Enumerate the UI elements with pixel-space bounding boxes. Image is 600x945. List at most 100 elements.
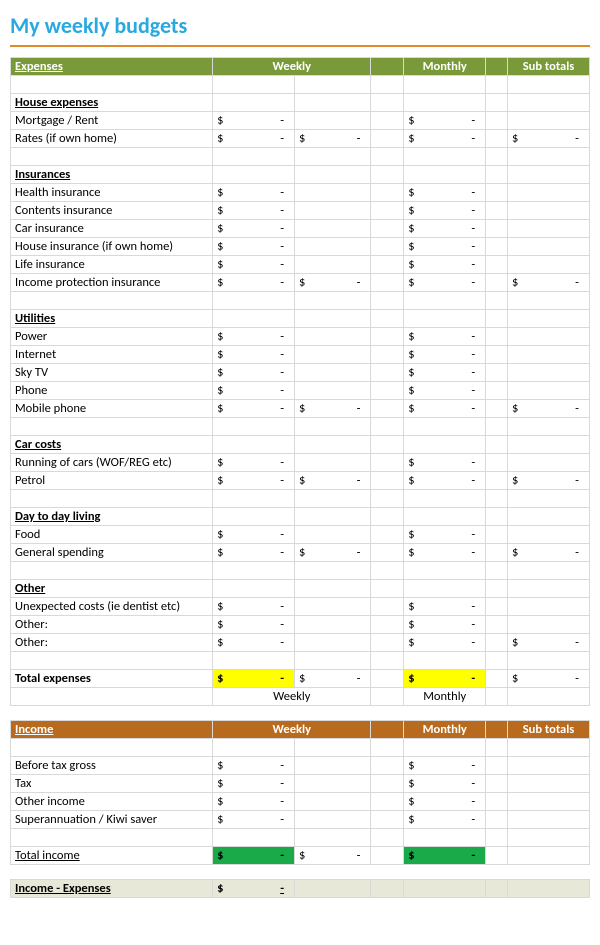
money-cell[interactable]: $- [404,544,486,562]
money-cell[interactable]: $- [404,274,486,292]
expenses-table: ExpensesWeeklyMonthlySub totalsHouse exp… [10,57,590,706]
money-cell[interactable]: $- [213,328,295,346]
money-cell[interactable]: $- [213,130,295,148]
money-cell[interactable]: $- [404,400,486,418]
money-cell[interactable]: $- [213,811,295,829]
money-cell[interactable]: $- [404,130,486,148]
section-header: Income [11,721,213,739]
row-label[interactable]: Petrol [11,472,213,490]
money-cell[interactable]: $- [213,544,295,562]
page-title: My weekly budgets [10,12,590,39]
money-cell[interactable]: $- [213,274,295,292]
money-cell[interactable]: $- [508,670,590,688]
row-label[interactable]: Car insurance [11,220,213,238]
category-header: Other [11,580,213,598]
money-cell[interactable]: $- [404,256,486,274]
money-cell[interactable]: $- [404,793,486,811]
money-cell[interactable]: $- [213,382,295,400]
row-label[interactable]: Power [11,328,213,346]
row-label[interactable]: Superannuation / Kiwi saver [11,811,213,829]
money-cell[interactable]: $- [213,616,295,634]
money-cell[interactable]: $- [508,544,590,562]
money-cell[interactable]: $- [404,634,486,652]
row-label[interactable]: Life insurance [11,256,213,274]
row-label[interactable]: Mobile phone [11,400,213,418]
row-label[interactable]: Food [11,526,213,544]
row-label[interactable]: General spending [11,544,213,562]
row-label[interactable]: Mortgage / Rent [11,112,213,130]
row-label[interactable]: Other: [11,616,213,634]
money-cell[interactable]: $- [213,526,295,544]
row-label[interactable]: Sky TV [11,364,213,382]
money-cell[interactable]: $- [508,274,590,292]
money-cell[interactable]: $- [295,847,371,865]
money-cell[interactable]: $- [508,634,590,652]
money-cell[interactable]: $- [404,382,486,400]
money-cell[interactable]: $- [404,184,486,202]
section-header: Expenses [11,58,213,76]
category-header: Day to day living [11,508,213,526]
money-cell[interactable]: $- [213,598,295,616]
money-cell[interactable]: $- [404,757,486,775]
money-cell[interactable]: $- [508,130,590,148]
row-label[interactable]: Income protection insurance [11,274,213,292]
money-cell[interactable]: $- [295,544,371,562]
money-cell[interactable]: $- [404,202,486,220]
money-cell[interactable]: $- [213,202,295,220]
money-cell[interactable]: $- [295,472,371,490]
money-cell[interactable]: $- [213,400,295,418]
income-table: IncomeWeeklyMonthlySub totalsBefore tax … [10,720,590,865]
row-label[interactable]: Health insurance [11,184,213,202]
money-cell[interactable]: $- [508,400,590,418]
row-label[interactable]: Before tax gross [11,757,213,775]
money-cell[interactable]: $- [213,238,295,256]
money-cell[interactable]: $- [213,775,295,793]
row-label[interactable]: Contents insurance [11,202,213,220]
row-label[interactable]: Rates (if own home) [11,130,213,148]
money-cell[interactable]: $- [213,364,295,382]
title-rule [10,45,590,47]
money-cell[interactable]: $- [404,238,486,256]
money-cell[interactable]: $- [213,220,295,238]
money-cell[interactable]: $- [213,454,295,472]
money-cell[interactable]: $- [213,112,295,130]
category-header: House expenses [11,94,213,112]
row-label[interactable]: Internet [11,346,213,364]
money-cell[interactable]: $- [404,364,486,382]
money-cell[interactable]: $- [404,328,486,346]
money-cell[interactable]: $- [404,454,486,472]
money-cell[interactable]: $- [213,346,295,364]
money-cell[interactable]: $- [213,757,295,775]
money-cell[interactable]: $- [508,472,590,490]
money-cell[interactable]: $- [213,256,295,274]
row-label[interactable]: Other: [11,634,213,652]
money-cell[interactable]: $- [404,112,486,130]
money-cell[interactable]: $- [404,775,486,793]
row-label[interactable]: Running of cars (WOF/REG etc) [11,454,213,472]
money-cell[interactable]: $- [213,184,295,202]
money-cell[interactable]: $- [404,346,486,364]
row-label[interactable]: Tax [11,775,213,793]
row-label[interactable]: Unexpected costs (ie dentist etc) [11,598,213,616]
row-label[interactable]: Other income [11,793,213,811]
money-cell[interactable]: $- [404,811,486,829]
money-cell[interactable]: $- [213,793,295,811]
row-label[interactable]: House insurance (if own home) [11,238,213,256]
total-income-label: Total income [11,847,213,865]
money-cell[interactable]: $- [404,526,486,544]
money-cell[interactable]: $- [213,472,295,490]
money-cell[interactable]: $- [295,670,371,688]
money-cell[interactable]: $- [404,472,486,490]
money-cell[interactable]: $- [295,274,371,292]
row-label[interactable]: Phone [11,382,213,400]
money-cell[interactable]: $- [404,220,486,238]
money-cell[interactable]: $- [295,130,371,148]
total-expenses-label: Total expenses [11,670,213,688]
summary-label: Income - Expenses [11,880,213,898]
money-cell[interactable]: $- [404,616,486,634]
money-cell[interactable]: $- [404,598,486,616]
category-header: Insurances [11,166,213,184]
money-cell[interactable]: $- [213,634,295,652]
category-header: Utilities [11,310,213,328]
money-cell[interactable]: $- [295,400,371,418]
